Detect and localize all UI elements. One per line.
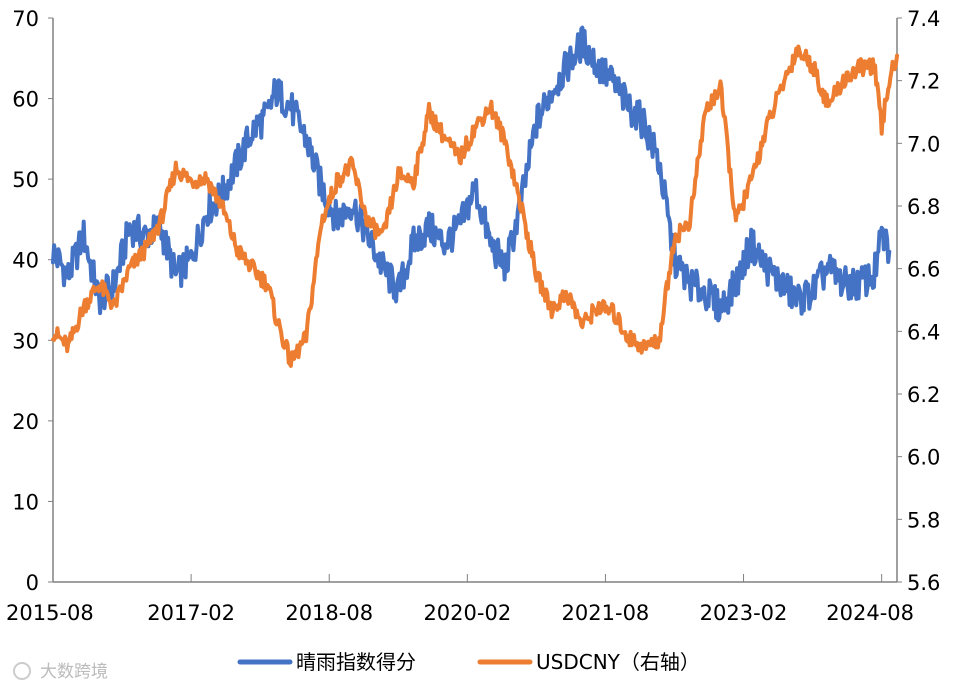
right-y-axis: 5.6 5.8 6.0 6.2 6.4 6.6 6.8 7.0 7.2 7.4 [897,7,940,595]
legend: 晴雨指数得分 USDCNY（右轴） [237,650,700,674]
legend-label: USDCNY（右轴） [536,650,700,674]
series-line-usdcny [51,44,899,368]
x-axis-tick-label: 2023-02 [700,601,788,625]
right-axis-tick-label: 7.2 [907,70,940,94]
right-axis-tick-label: 6.2 [907,383,940,407]
left-y-axis: 0 10 20 30 40 50 60 70 [12,7,53,595]
series-layer [51,25,899,368]
right-axis-tick-label: 6.4 [907,320,940,344]
watermark-text: 大数跨境 [40,662,108,682]
x-axis-tick-label: 2021-08 [562,601,650,625]
x-axis-tick-label: 2017-02 [147,601,235,625]
legend-label: 晴雨指数得分 [296,650,416,674]
left-axis-tick-label: 10 [12,490,39,514]
left-axis-tick-label: 30 [12,329,39,353]
right-axis-tick-label: 7.4 [907,7,940,31]
right-axis-tick-label: 5.6 [907,571,940,595]
left-axis-tick-label: 20 [12,410,39,434]
left-axis-tick-label: 70 [12,7,39,31]
plot-frame [52,18,898,583]
x-axis-tick-label: 2015-08 [6,601,94,625]
right-axis-tick-label: 6.6 [907,258,940,282]
x-axis-tick-label: 2024-08 [826,601,914,625]
watermark-logo-icon [13,662,31,680]
right-axis-tick-label: 6.0 [907,446,940,470]
right-axis-tick-label: 5.8 [907,508,940,532]
left-axis-tick-label: 60 [12,88,39,112]
watermark: 大数跨境 [13,662,108,682]
x-axis: 2015-08 2017-02 2018-08 2020-02 2021-08 2023-… [6,574,914,625]
right-axis-tick-label: 7.0 [907,132,940,156]
x-axis-tick-label: 2018-08 [285,601,373,625]
x-axis-tick-label: 2020-02 [423,601,511,625]
right-axis-tick-label: 6.8 [907,195,940,219]
left-axis-tick-label: 40 [12,249,39,273]
left-axis-tick-label: 50 [12,168,39,192]
left-axis-tick-label: 0 [26,571,39,595]
series-line-sentiment-index [51,25,892,323]
